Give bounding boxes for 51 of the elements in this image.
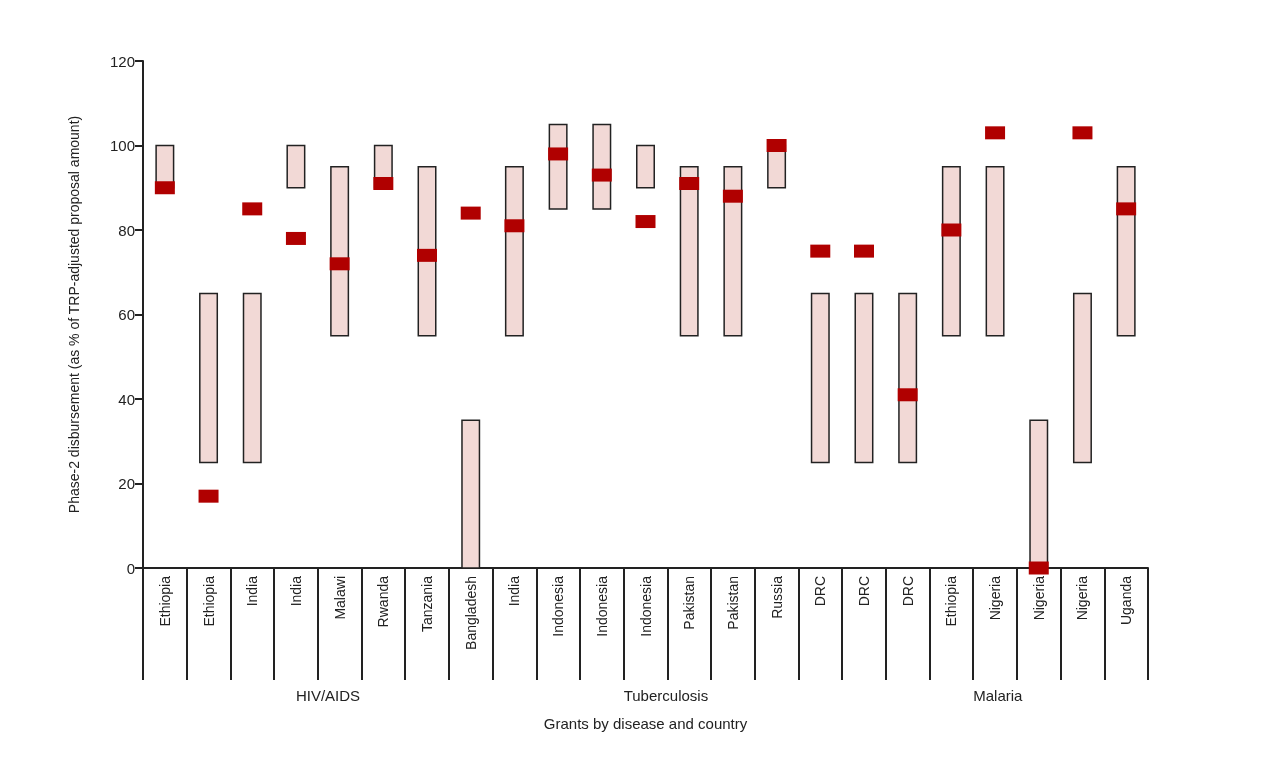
x-tick-label: DRC bbox=[812, 576, 829, 607]
x-tick-label: India bbox=[287, 575, 304, 607]
x-tick-label: Pakistan bbox=[681, 576, 698, 630]
x-tick-label: Ethiopia bbox=[200, 575, 217, 627]
y-tick-label: 100 bbox=[109, 137, 135, 154]
bar bbox=[417, 165, 437, 337]
x-tick-label: Russia bbox=[768, 575, 785, 619]
bar bbox=[810, 292, 830, 464]
bar bbox=[854, 292, 874, 464]
x-tick-label: Bangladesh bbox=[462, 576, 479, 650]
bar bbox=[286, 144, 306, 189]
x-tick-label: Rwanda bbox=[375, 575, 392, 628]
x-tick-label: Indonesia bbox=[550, 575, 567, 637]
x-tick-label: Nigeria bbox=[1030, 575, 1047, 621]
bar bbox=[723, 165, 743, 337]
x-tick-label: Ethiopia bbox=[156, 575, 173, 627]
bar bbox=[1116, 165, 1136, 337]
text: HIV/AIDS bbox=[295, 687, 361, 704]
bar bbox=[898, 292, 918, 464]
y-axis-title: Phase-2 disbursement (as % of TRP-adjusted proposal amount) bbox=[66, 115, 82, 514]
x-tick-label: India bbox=[506, 575, 523, 607]
bar bbox=[1072, 292, 1092, 464]
x-tick-label: Indonesia bbox=[637, 575, 654, 637]
x-tick-label: Tanzania bbox=[419, 575, 436, 633]
x-axis-title: Grants by disease and country bbox=[543, 715, 748, 732]
x-tick-label: DRC bbox=[855, 576, 872, 607]
x-tick-label: India bbox=[244, 575, 261, 607]
y-tick-label: 20 bbox=[118, 475, 135, 492]
y-tick-label: 60 bbox=[118, 306, 135, 323]
x-tick-label: DRC bbox=[899, 576, 916, 607]
x-tick-label: Pakistan bbox=[724, 576, 741, 630]
x-tick-label: Nigeria bbox=[987, 575, 1004, 621]
y-tick-label: 40 bbox=[118, 390, 135, 408]
bar bbox=[330, 165, 350, 337]
x-tick-label: Ethiopia bbox=[943, 575, 960, 627]
bar bbox=[985, 165, 1005, 337]
y-tick-label: 0 bbox=[126, 559, 135, 577]
x-tick-label: Indonesia bbox=[593, 575, 610, 637]
bar bbox=[242, 292, 262, 464]
y-tick-label: 80 bbox=[118, 221, 135, 239]
bar bbox=[199, 292, 219, 464]
text: Malaria bbox=[973, 687, 1024, 704]
bar bbox=[504, 165, 524, 337]
bar bbox=[679, 165, 699, 337]
bar bbox=[636, 144, 655, 189]
y-tick-label: 120 bbox=[109, 52, 135, 70]
bar bbox=[941, 165, 961, 337]
text: Tuberculosis bbox=[623, 687, 709, 704]
x-tick-label: Malawi bbox=[331, 576, 348, 620]
x-tick-label: Nigeria bbox=[1074, 575, 1091, 621]
x-tick-label: Uganda bbox=[1118, 575, 1135, 626]
